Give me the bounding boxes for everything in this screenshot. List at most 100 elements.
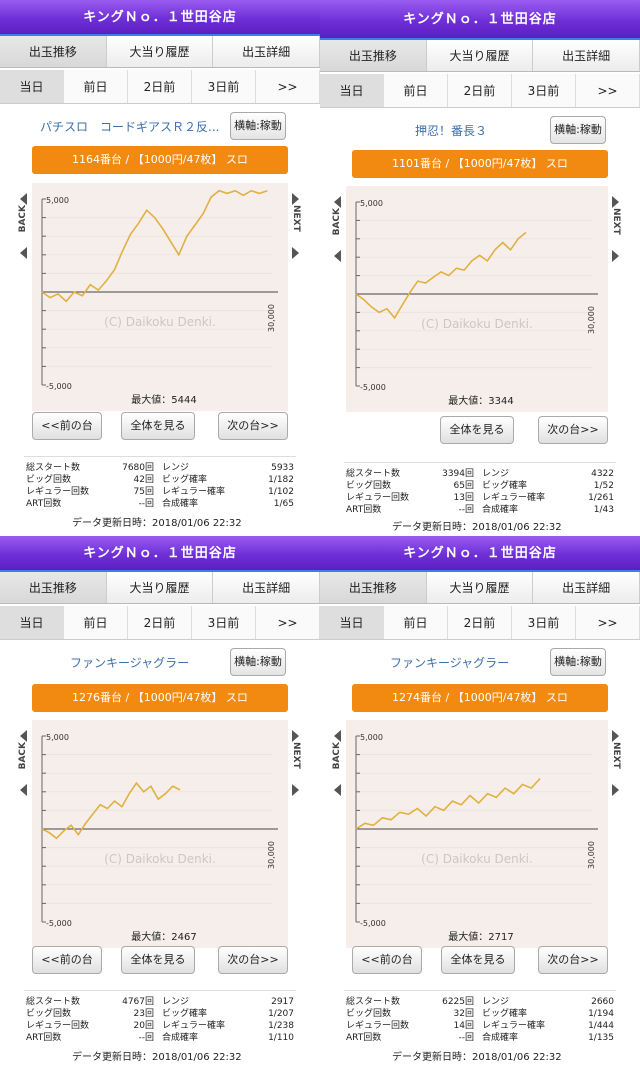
stats-row: ビッグ回数 32回 ビッグ確率 1/194 (344, 1008, 616, 1020)
view-all-button[interactable]: 全体を見る (440, 416, 514, 444)
next-label[interactable]: NEXT (291, 742, 301, 769)
tab-details[interactable]: 出玉詳細 (213, 36, 320, 67)
line-chart: 5,000 -5,000 30,000 (C) Daikoku Denki. 最大値：2… (355, 733, 598, 943)
day-tab[interactable]: 当日 (0, 70, 64, 103)
day-tab[interactable]: 3日前 (192, 606, 256, 639)
day-tab[interactable]: 当日 (320, 74, 384, 107)
prev-machine-button[interactable]: <<前の台 (32, 946, 102, 974)
prev-machine-button[interactable]: <<前の台 (32, 412, 102, 440)
next-arrow-icon[interactable] (612, 250, 619, 262)
day-tab[interactable]: >> (576, 606, 640, 639)
back-arrow-icon[interactable] (20, 247, 27, 259)
tab-details[interactable]: 出玉詳細 (213, 572, 320, 603)
day-tab[interactable]: >> (256, 606, 320, 639)
next-label[interactable]: NEXT (611, 208, 621, 235)
tab-hits[interactable]: 大当り履歴 (426, 572, 534, 603)
view-all-button[interactable]: 全体を見る (121, 946, 195, 974)
stats-grid: 総スタート数 7680回 レンジ 5933 ビッグ回数 42回 ビッグ確率 1/182 レギュラ… (24, 462, 296, 510)
data-updated-time: データ更新日時：2018/01/06 22:32 (392, 522, 562, 533)
stat-value: 14回 (453, 1021, 474, 1031)
axis-toggle-button[interactable]: 横軸:稼動 (550, 648, 606, 676)
day-tab[interactable]: 3日前 (192, 70, 256, 103)
day-selector: 当日 前日 2日前 3日前 >> (0, 70, 320, 104)
next-arrow-icon[interactable] (292, 247, 299, 259)
stats-grid: 総スタート数 4767回 レンジ 2917 ビッグ回数 23回 ビッグ確率 1/207 レギュラ… (24, 996, 296, 1044)
day-tab[interactable]: 前日 (64, 70, 128, 103)
tab-history[interactable]: 出玉推移 (320, 572, 427, 603)
day-tab[interactable]: 前日 (384, 606, 448, 639)
stat-value: 75回 (133, 487, 154, 497)
next-arrow-icon[interactable] (292, 730, 299, 742)
view-all-button[interactable]: 全体を見る (121, 412, 195, 440)
stat-value: 1/194 (588, 1009, 614, 1019)
next-machine-button[interactable]: 次の台>> (538, 416, 608, 444)
tab-hits[interactable]: 大当り履歴 (106, 36, 214, 67)
next-arrow-icon[interactable] (612, 730, 619, 742)
next-arrow-icon[interactable] (612, 196, 619, 208)
back-label[interactable]: BACK (18, 742, 28, 770)
day-tab[interactable]: 2日前 (128, 70, 192, 103)
day-tab[interactable]: 当日 (320, 606, 384, 639)
back-arrow-icon[interactable] (20, 784, 27, 796)
day-tab[interactable]: 前日 (384, 74, 448, 107)
machine-title[interactable]: ファンキージャグラー (390, 656, 510, 670)
back-label[interactable]: BACK (332, 208, 342, 236)
next-label[interactable]: NEXT (611, 742, 621, 769)
day-tab[interactable]: 当日 (0, 606, 64, 639)
next-label[interactable]: NEXT (291, 205, 301, 232)
back-label[interactable]: BACK (332, 742, 342, 770)
stat-value: --回 (138, 499, 155, 509)
tab-hits[interactable]: 大当り履歴 (106, 572, 214, 603)
axis-toggle-button[interactable]: 横軸:稼動 (230, 648, 286, 676)
divider (344, 462, 616, 463)
next-arrow-icon[interactable] (612, 784, 619, 796)
stat-label: レギュラー確率 (482, 1021, 546, 1031)
stat-value: 65回 (453, 481, 474, 491)
back-arrow-icon[interactable] (334, 730, 341, 742)
stats-table: 総スタート数 7680回 レンジ 5933 ビッグ回数 42回 ビッグ確率 1/182 レギュラ… (24, 462, 296, 510)
next-machine-button[interactable]: 次の台>> (218, 412, 288, 440)
next-arrow-icon[interactable] (292, 784, 299, 796)
back-arrow-icon[interactable] (334, 784, 341, 796)
day-tab[interactable]: 3日前 (512, 74, 576, 107)
day-tab[interactable]: 3日前 (512, 606, 576, 639)
next-machine-button[interactable]: 次の台>> (218, 946, 288, 974)
back-label[interactable]: BACK (18, 205, 28, 233)
machine-title[interactable]: ファンキージャグラー (70, 656, 190, 670)
back-arrow-icon[interactable] (20, 193, 27, 205)
stat-value: 1/444 (588, 1021, 614, 1031)
store-header: キングＮｏ．１世田谷店 (320, 536, 640, 572)
y-tick-label: -5,000 (46, 919, 72, 928)
machine-title[interactable]: 押忍！番長３ (415, 124, 488, 138)
stat-value: 2917 (271, 997, 294, 1007)
tab-details[interactable]: 出玉詳細 (533, 572, 640, 603)
tab-details[interactable]: 出玉詳細 (533, 40, 640, 71)
next-machine-button[interactable]: 次の台>> (538, 946, 608, 974)
axis-toggle-button[interactable]: 横軸:稼動 (550, 116, 606, 144)
day-tab[interactable]: 2日前 (448, 606, 512, 639)
stat-label: 総スタート数 (346, 997, 401, 1007)
prev-machine-button[interactable]: <<前の台 (352, 946, 422, 974)
tab-history[interactable]: 出玉推移 (0, 572, 107, 603)
machine-title[interactable]: パチスロ コードギアスＲ２反... (40, 120, 220, 134)
view-all-button[interactable]: 全体を見る (441, 946, 515, 974)
tab-history[interactable]: 出玉推移 (0, 36, 107, 67)
day-tab[interactable]: 2日前 (448, 74, 512, 107)
max-value-label: 最大値：2717 (448, 930, 513, 943)
back-arrow-icon[interactable] (20, 730, 27, 742)
back-arrow-icon[interactable] (334, 250, 341, 262)
stat-label: 合成確率 (162, 1033, 199, 1043)
day-tab[interactable]: 2日前 (128, 606, 192, 639)
tab-hits[interactable]: 大当り履歴 (426, 40, 534, 71)
next-arrow-icon[interactable] (292, 193, 299, 205)
axis-toggle-button[interactable]: 横軸:稼動 (230, 112, 286, 140)
stats-row: ART回数 --回 合成確率 1/43 (344, 504, 616, 516)
day-tab[interactable]: 前日 (64, 606, 128, 639)
main-tabs: 出玉推移 大当り履歴 出玉詳細 (0, 572, 320, 604)
day-tab[interactable]: >> (576, 74, 640, 107)
back-arrow-icon[interactable] (334, 196, 341, 208)
tab-history[interactable]: 出玉推移 (320, 40, 427, 71)
day-selector: 当日 前日 2日前 3日前 >> (320, 606, 640, 640)
day-tab[interactable]: >> (256, 70, 320, 103)
